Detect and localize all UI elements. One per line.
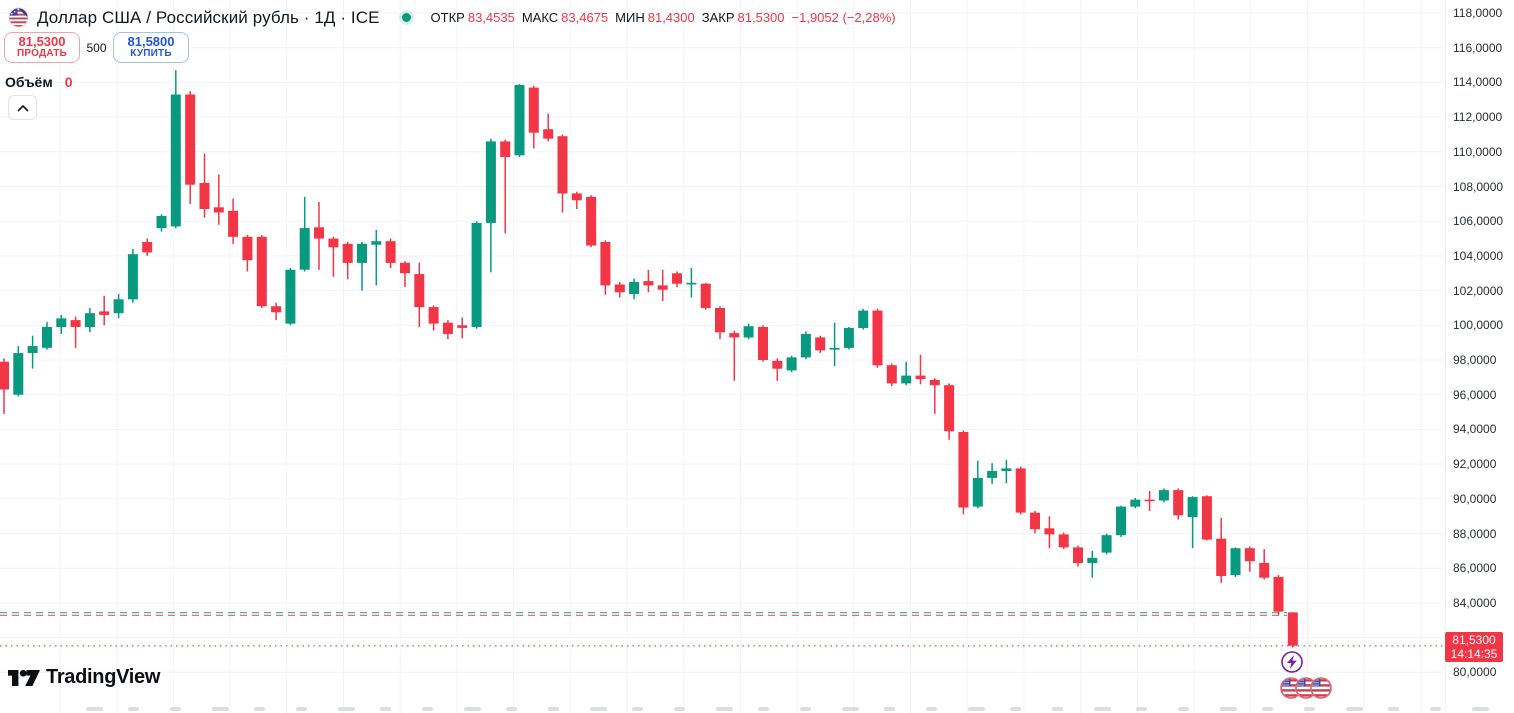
time-tick-stub [674, 707, 685, 711]
price-tick-label: 90,0000 [1453, 491, 1497, 506]
sell-button[interactable]: 81,5300 ПРОДАТЬ [4, 32, 80, 63]
spread-value: 500 [86, 40, 107, 55]
price-tick-label: 110,0000 [1453, 144, 1503, 159]
us-flag-icon [1281, 678, 1301, 698]
price-tick-label: 86,0000 [1453, 561, 1497, 576]
time-tick-stub [1430, 707, 1441, 711]
us-flag-event-icons[interactable] [1280, 677, 1332, 699]
time-tick-stub [1346, 707, 1363, 711]
time-tick-stub [1052, 707, 1063, 711]
tradingview-logo-icon [8, 669, 40, 686]
symbol-title[interactable]: Доллар США / Российский рубль · 1Д · ICE [37, 7, 380, 27]
volume-label: Объём [5, 74, 53, 90]
time-tick-stub [338, 707, 355, 711]
time-tick-stub [212, 707, 229, 711]
close-label: ЗАКР [701, 10, 735, 25]
us-flag-icon [1296, 678, 1316, 698]
time-tick-stub [926, 707, 937, 711]
usd-rub-pair-icon [8, 7, 29, 28]
close-value: 81,5300 [737, 10, 785, 25]
price-tick-label: 104,0000 [1453, 248, 1504, 263]
time-tick-stub [422, 707, 433, 711]
last-price-time: 14:14:35 [1450, 646, 1498, 661]
reference-lines [0, 611, 1445, 647]
time-tick-stub [1178, 707, 1189, 711]
price-tick-label: 118,0000 [1453, 6, 1503, 20]
time-tick-stub [170, 707, 181, 711]
collapse-legend-button[interactable] [8, 95, 37, 120]
buy-button[interactable]: 81,5800 КУПИТЬ [113, 32, 189, 63]
time-tick-stub [254, 707, 265, 711]
time-tick-stub [1472, 707, 1489, 711]
price-axis[interactable]: 118,0000 116,0000 114,0000 112,0000 110,0000… [1445, 0, 1514, 713]
price-tick-label: 106,0000 [1453, 214, 1504, 229]
time-tick-stub [464, 707, 481, 711]
last-price-label: 81,5300 14:14:35 [1445, 631, 1503, 662]
price-tick-label: 94,0000 [1453, 422, 1497, 437]
time-tick-stub [128, 707, 139, 711]
time-tick-stub [968, 707, 985, 711]
grid-lines [0, 0, 1445, 713]
buy-label: КУПИТЬ [130, 48, 172, 60]
ohlc-row: ОТКР 83,4535 МАКС 83,4675 МИН 81,4300 ЗА… [431, 10, 896, 25]
open-label: ОТКР [430, 10, 465, 25]
change-value: −1,9052 (−2,28%) [791, 10, 896, 25]
time-tick-stub [800, 707, 811, 711]
volume-value: 0 [64, 74, 73, 90]
market-status-dot[interactable] [401, 13, 411, 22]
time-tick-stub [1388, 707, 1399, 711]
price-tick-label: 92,0000 [1453, 457, 1497, 472]
time-tick-stub [548, 707, 559, 711]
time-tick-stub [1220, 707, 1237, 711]
time-tick-stub [86, 707, 103, 711]
chart-header: Доллар США / Российский рубль · 1Д · ICE… [8, 7, 896, 28]
time-tick-stub [1010, 707, 1021, 711]
price-tick-label: 102,0000 [1453, 283, 1504, 298]
price-tick-label: 80,0000 [1453, 665, 1497, 680]
lightning-event-icon[interactable] [1281, 651, 1303, 673]
time-tick-stub [884, 707, 895, 711]
time-tick-stub [1136, 707, 1147, 711]
price-tick-label: 114,0000 [1453, 75, 1503, 90]
price-tick-label: 112,0000 [1453, 110, 1503, 125]
price-tick-label: 116,0000 [1453, 40, 1503, 55]
high-value: 83,4675 [561, 10, 609, 25]
trade-panel: 81,5300 ПРОДАТЬ 500 81,5800 КУПИТЬ [4, 32, 189, 63]
price-tick-label: 84,0000 [1453, 595, 1497, 610]
time-tick-stub [758, 707, 769, 711]
sell-price: 81,5300 [18, 34, 66, 50]
candles-series [0, 70, 1298, 648]
open-value: 83,4535 [467, 10, 515, 25]
time-tick-stub [590, 707, 607, 711]
time-tick-stub [1304, 707, 1315, 711]
time-tick-stub [632, 707, 643, 711]
low-label: МИН [615, 10, 645, 25]
tradingview-logo-text: TradingView [46, 666, 161, 688]
time-tick-stub [380, 707, 391, 711]
sell-label: ПРОДАТЬ [17, 48, 67, 60]
time-tick-stub [1094, 707, 1111, 711]
price-tick-label: 96,0000 [1453, 387, 1497, 402]
price-tick-label: 108,0000 [1453, 179, 1504, 194]
buy-price: 81,5800 [127, 34, 175, 50]
volume-row: Объём 0 [5, 74, 73, 90]
time-tick-stub [1262, 707, 1273, 711]
price-tick-label: 100,0000 [1453, 318, 1504, 333]
price-tick-label: 88,0000 [1453, 526, 1497, 541]
time-tick-stub [716, 707, 733, 711]
low-value: 81,4300 [647, 10, 695, 25]
tradingview-logo[interactable]: TradingView [8, 666, 160, 689]
chevron-up-icon [17, 104, 28, 111]
high-label: МАКС [521, 10, 559, 25]
last-price-value: 81,5300 [1452, 632, 1496, 647]
price-tick-label: 98,0000 [1453, 353, 1497, 367]
time-tick-stub [506, 707, 517, 711]
time-tick-stub [296, 707, 307, 711]
time-tick-stub [842, 707, 859, 711]
